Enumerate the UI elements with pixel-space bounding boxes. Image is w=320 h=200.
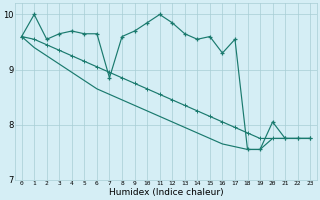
X-axis label: Humidex (Indice chaleur): Humidex (Indice chaleur) (108, 188, 223, 197)
